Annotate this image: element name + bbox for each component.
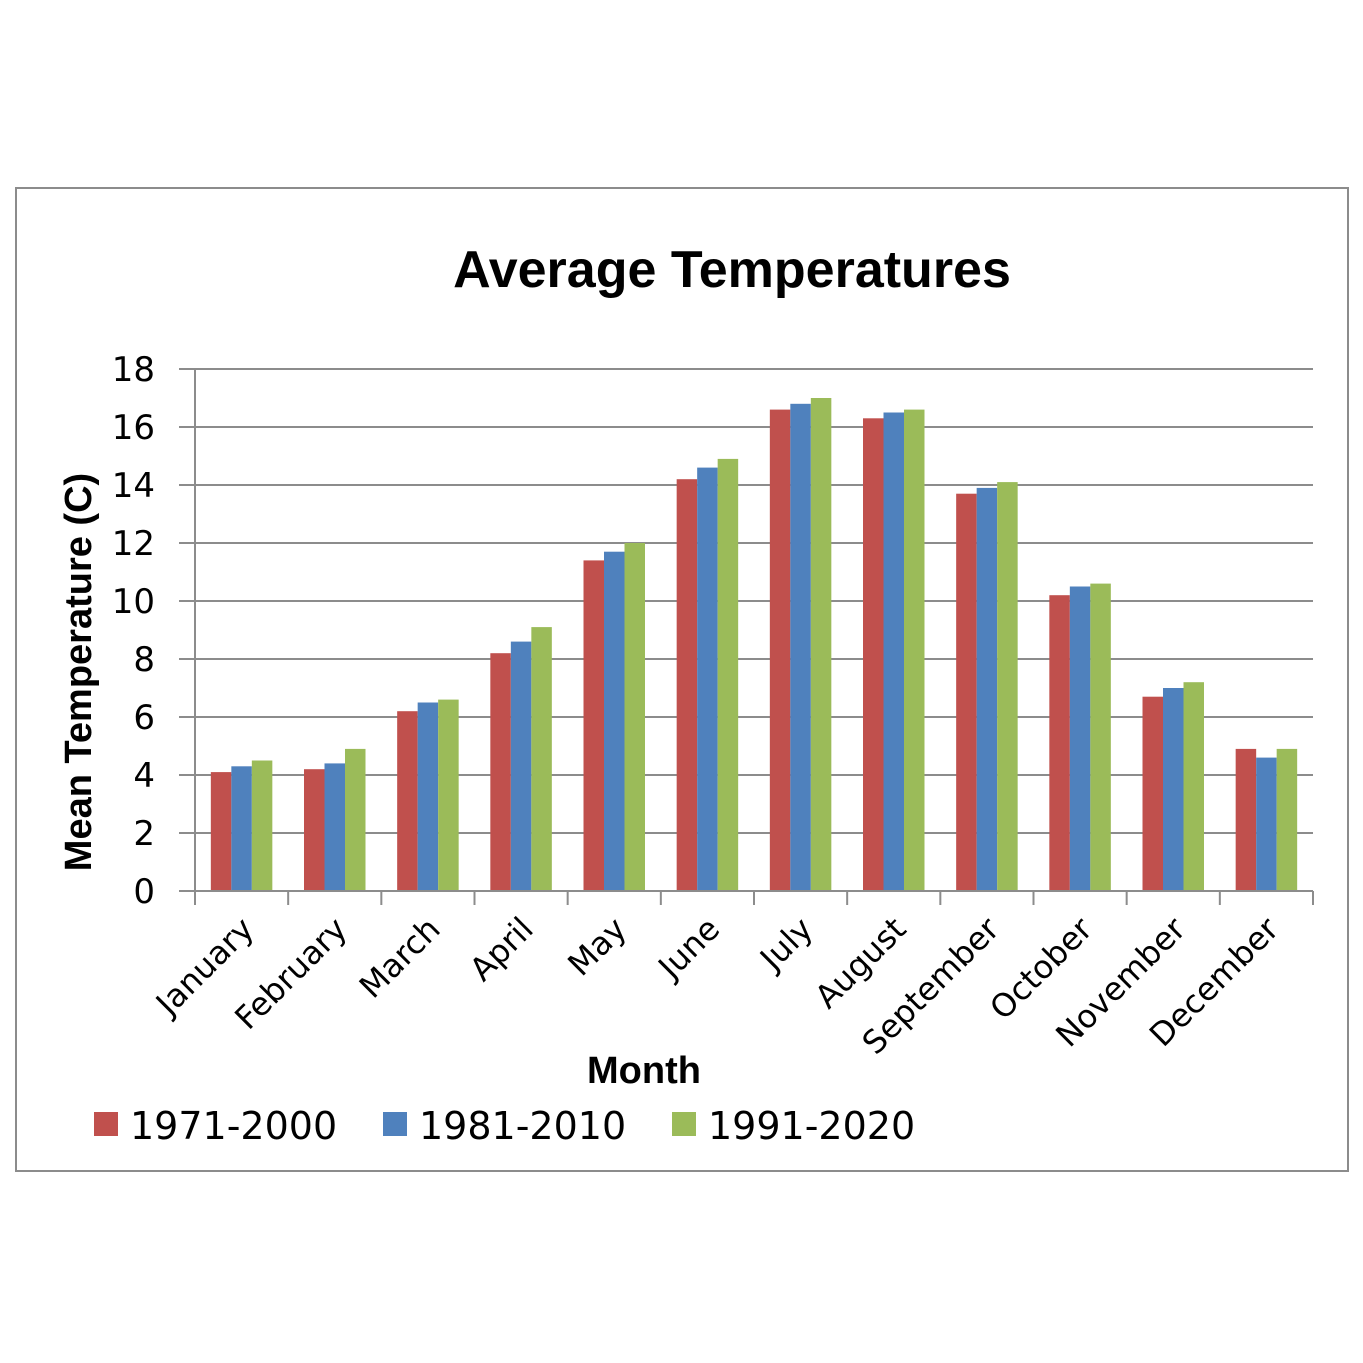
y-tick-label: 2 bbox=[133, 814, 155, 854]
bar-1971-2000-July bbox=[769, 409, 791, 891]
bar-1991-2020-November bbox=[1183, 682, 1204, 891]
legend-label: 1991-2020 bbox=[708, 1104, 915, 1148]
bar-1971-2000-October bbox=[1049, 595, 1070, 891]
bar-1991-2020-January bbox=[251, 760, 273, 891]
bar-1981-2010-February bbox=[324, 763, 345, 891]
chart-title: Average Temperatures bbox=[453, 241, 1011, 299]
bar-1971-2000-March bbox=[397, 711, 418, 891]
bar-1971-2000-September bbox=[956, 493, 977, 891]
bar-1991-2020-June bbox=[717, 458, 739, 891]
bar-1991-2020-December bbox=[1276, 748, 1298, 891]
bar-1981-2010-October bbox=[1069, 586, 1091, 891]
x-category-label: July bbox=[751, 910, 820, 979]
y-tick-label: 4 bbox=[133, 756, 155, 796]
bar-1971-2000-August bbox=[863, 418, 884, 891]
axes bbox=[194, 369, 1314, 905]
bar-1981-2010-July bbox=[790, 403, 811, 891]
bar-1971-2000-February bbox=[304, 769, 325, 891]
x-category-label: June bbox=[650, 910, 728, 988]
bar-1971-2000-May bbox=[583, 560, 604, 891]
bar-1971-2000-December bbox=[1235, 748, 1257, 891]
bar-1991-2020-July bbox=[810, 398, 832, 891]
bar-1981-2010-August bbox=[883, 412, 904, 891]
bar-1971-2000-November bbox=[1142, 696, 1163, 891]
x-category-label: May bbox=[560, 910, 634, 984]
legend-swatch bbox=[672, 1112, 696, 1136]
gridlines bbox=[179, 368, 1313, 892]
y-tick-label: 6 bbox=[133, 698, 155, 738]
bar-1991-2020-May bbox=[624, 543, 645, 891]
bars bbox=[210, 398, 1298, 891]
y-axis-title: Mean Temperature (C) bbox=[58, 473, 100, 871]
bar-1971-2000-April bbox=[490, 653, 511, 891]
y-tick-label: 8 bbox=[133, 640, 155, 680]
legend-label: 1981-2010 bbox=[419, 1104, 626, 1148]
bar-1981-2010-January bbox=[231, 766, 252, 891]
bar-1981-2010-April bbox=[510, 641, 532, 891]
bar-1971-2000-January bbox=[210, 772, 232, 891]
y-tick-label: 0 bbox=[133, 872, 155, 912]
bar-1991-2020-August bbox=[904, 409, 925, 891]
y-tick-labels: 0 2 4 6 8 10 12 14 16 18 bbox=[112, 350, 155, 912]
bar-1981-2010-March bbox=[417, 702, 439, 891]
x-axis-title: Month bbox=[587, 1050, 701, 1092]
bar-1971-2000-June bbox=[676, 479, 698, 891]
y-tick-label: 16 bbox=[112, 408, 155, 448]
bar-1981-2010-June bbox=[697, 467, 718, 891]
legend-swatch bbox=[383, 1112, 407, 1136]
y-tick-label: 18 bbox=[112, 350, 155, 390]
bar-1991-2020-October bbox=[1090, 583, 1111, 891]
bar-1981-2010-September bbox=[976, 487, 998, 891]
y-tick-label: 10 bbox=[112, 582, 155, 622]
bar-1991-2020-March bbox=[438, 699, 459, 891]
x-category-label: April bbox=[462, 910, 541, 989]
bar-1981-2010-December bbox=[1256, 757, 1277, 891]
y-tick-label: 14 bbox=[112, 466, 155, 506]
x-category-label: March bbox=[352, 910, 448, 1006]
legend-label: 1971-2000 bbox=[130, 1104, 337, 1148]
bar-1991-2020-September bbox=[997, 482, 1018, 891]
bar-1981-2010-November bbox=[1163, 688, 1184, 891]
bar-1991-2020-February bbox=[345, 748, 366, 891]
legend: 1971-2000 1981-2010 1991-2020 bbox=[94, 1104, 915, 1148]
bar-1991-2020-April bbox=[531, 627, 552, 891]
bar-1981-2010-May bbox=[604, 551, 625, 891]
y-tick-label: 12 bbox=[112, 524, 155, 564]
legend-swatch bbox=[94, 1112, 118, 1136]
